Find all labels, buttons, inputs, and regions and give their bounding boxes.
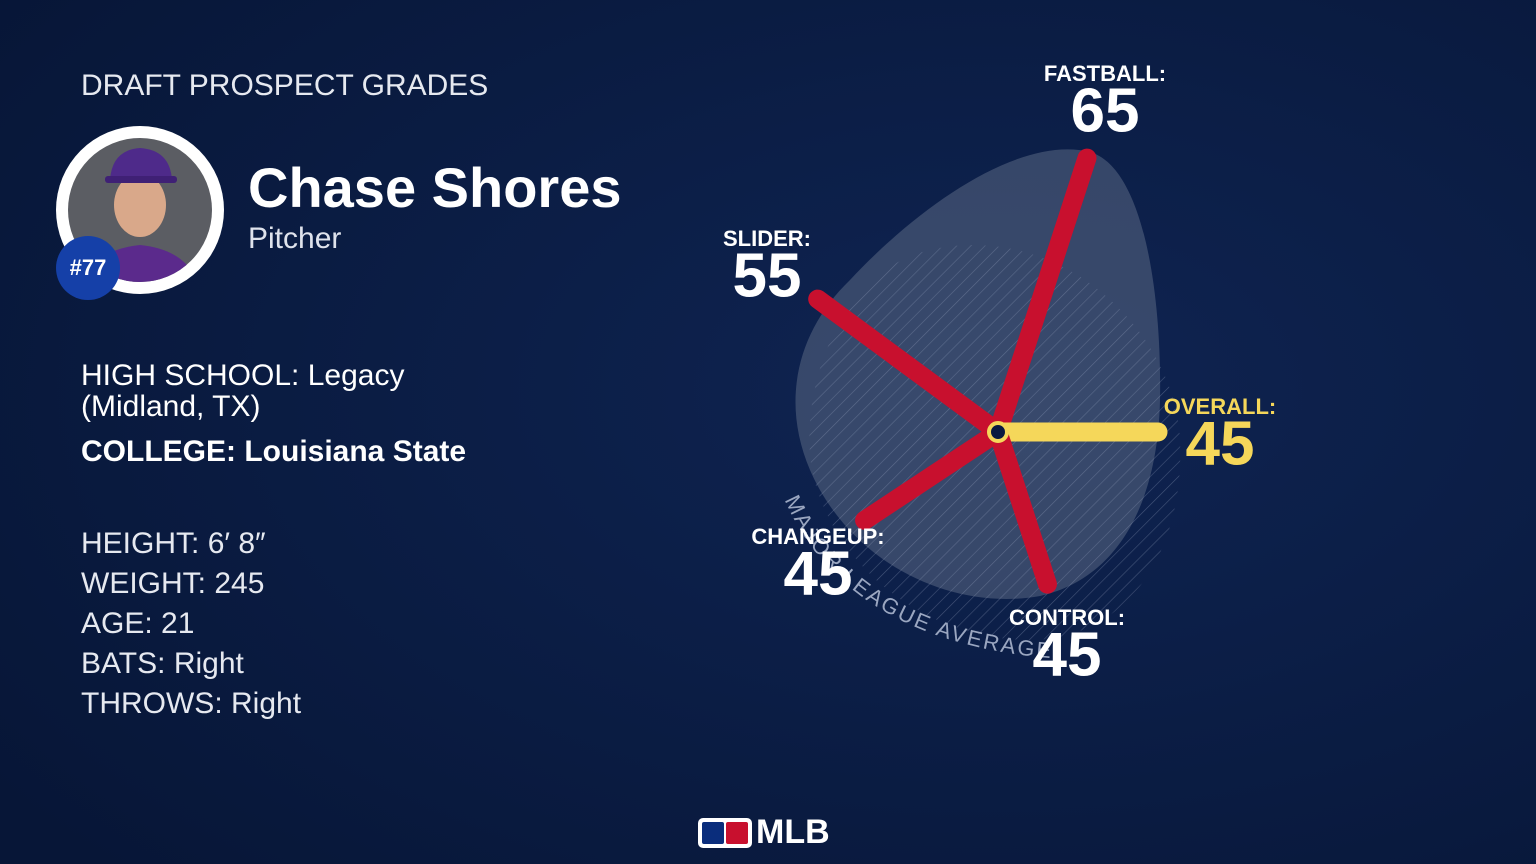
- spoke-label: CHANGEUP:: [751, 524, 884, 549]
- stat-value: 245: [214, 567, 264, 600]
- player-name: Chase Shores: [248, 156, 622, 219]
- spoke-label: SLIDER:: [723, 226, 811, 251]
- player-number: #77: [70, 255, 107, 280]
- player-position: Pitcher: [248, 222, 341, 255]
- logo-text: MLB: [756, 813, 830, 851]
- bio-label: HIGH SCHOOL:: [81, 359, 299, 392]
- stat-label: HEIGHT:: [81, 527, 199, 560]
- bio-value: Legacy: [308, 359, 405, 392]
- bio-line: COLLEGE: Louisiana State: [81, 435, 466, 468]
- bio-value: Louisiana State: [244, 435, 466, 468]
- stat-line: WEIGHT: 245: [81, 567, 264, 600]
- stat-line: HEIGHT: 6′ 8″: [81, 527, 266, 560]
- stat-value: 6′ 8″: [208, 527, 266, 560]
- stat-label: THROWS:: [81, 687, 223, 720]
- spoke-label: CONTROL:: [1009, 605, 1125, 630]
- spoke-value: 45: [784, 539, 853, 608]
- stat-line: BATS: Right: [81, 647, 245, 680]
- stat-label: BATS:: [81, 647, 165, 680]
- spoke-label: OVERALL:: [1164, 394, 1276, 419]
- stat-line: AGE: 21: [81, 607, 194, 640]
- spoke-value: 65: [1071, 76, 1140, 145]
- bio-line: HIGH SCHOOL: Legacy: [81, 359, 404, 392]
- stat-value: Right: [231, 687, 302, 720]
- header-title: DRAFT PROSPECT GRADES: [81, 69, 488, 102]
- stat-value: 21: [161, 607, 194, 640]
- mlb-logo: MLB: [698, 813, 830, 851]
- stat-value: Right: [174, 647, 245, 680]
- spoke-value: 45: [1186, 409, 1255, 478]
- spoke-label: FASTBALL:: [1044, 61, 1166, 86]
- spokes: [808, 148, 1168, 594]
- spoke-labels: FASTBALL:65SLIDER:55OVERALL:45CHANGEUP:4…: [723, 61, 1276, 690]
- spoke: [808, 289, 1008, 442]
- stat-line: THROWS: Right: [81, 687, 302, 720]
- spoke-value: 45: [1033, 620, 1102, 689]
- spoke: [855, 422, 1008, 530]
- stat-label: AGE:: [81, 607, 153, 640]
- spoke-value: 55: [733, 241, 802, 310]
- bio-value: (Midland, TX): [81, 390, 261, 423]
- center-dot: [987, 421, 1009, 443]
- spoke: [988, 422, 1057, 594]
- stat-label: WEIGHT:: [81, 567, 206, 600]
- player-photo: #77: [56, 126, 224, 300]
- bio-label: COLLEGE:: [81, 435, 236, 468]
- spoke: [988, 148, 1097, 442]
